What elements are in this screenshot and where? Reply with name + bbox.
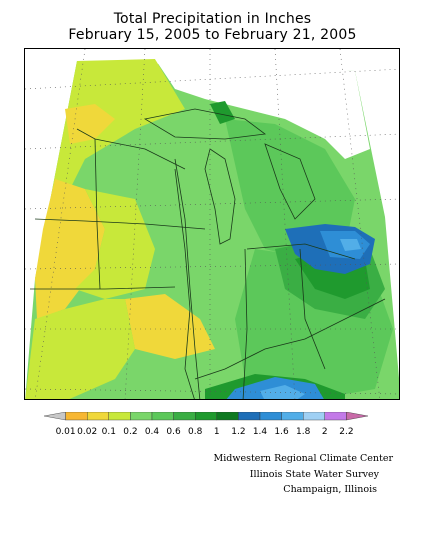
state-line-1 xyxy=(76,128,186,170)
state-line-4 xyxy=(30,286,176,290)
lake-superior xyxy=(143,108,267,140)
lake-michigan xyxy=(204,148,236,245)
legend-swatch xyxy=(194,412,217,421)
map-date-range: February 15, 2005 to February 21, 2005 xyxy=(68,27,357,43)
legend-label: 0.8 xyxy=(188,427,203,437)
zone-dark-upper xyxy=(210,101,235,124)
legend-label: 0.01 xyxy=(56,427,76,437)
legend-label: 1.2 xyxy=(231,427,245,437)
legend-label: 1 xyxy=(214,427,220,437)
legend-label: 0.4 xyxy=(145,427,160,437)
zone-northwest-dry xyxy=(65,104,115,144)
credit-mrcc: Midwestern Regional Climate Center xyxy=(213,453,393,464)
precip-field xyxy=(25,59,399,399)
legend-label: 0.02 xyxy=(77,427,97,437)
legend-swatch xyxy=(130,412,153,421)
legend-swatch xyxy=(108,412,131,421)
legend-label: 0.6 xyxy=(166,427,181,437)
precipitation-map xyxy=(24,48,400,400)
legend-swatch xyxy=(65,412,88,421)
legend-label: 1.4 xyxy=(253,427,268,437)
state-line-6 xyxy=(242,248,248,399)
legend-label: 0.1 xyxy=(102,427,116,437)
legend-label: 1.8 xyxy=(296,427,311,437)
legend-swatch xyxy=(238,412,261,421)
state-line-5 xyxy=(174,158,201,399)
legend-label: 2.2 xyxy=(339,427,353,437)
zone-southwest-light xyxy=(25,299,135,399)
legend-swatch xyxy=(87,412,110,421)
legend-label: 0.2 xyxy=(123,427,137,437)
color-legend: 0.01 0.02 0.1 0.2 0.4 0.6 0.8 1 1.2 1.4 1.6 1.8 2 2.2 xyxy=(43,412,369,437)
legend-swatch xyxy=(173,412,196,421)
state-line-3 xyxy=(94,138,101,290)
zone-no-data xyxy=(155,59,370,159)
state-line-8 xyxy=(299,248,326,370)
credit-location: Champaign, Illinois xyxy=(283,484,377,495)
zone-south-peak xyxy=(260,385,305,399)
credit-isws: Illinois State Water Survey xyxy=(249,469,379,480)
legend-swatch xyxy=(324,412,347,421)
legend-swatch xyxy=(43,412,66,421)
state-line-7 xyxy=(246,243,356,260)
zone-central-dry xyxy=(125,294,215,359)
legend-label: 2 xyxy=(322,427,328,437)
map-title: Total Precipitation in Inches xyxy=(113,11,312,27)
mississippi-river xyxy=(174,168,195,399)
zone-west-dry xyxy=(35,179,105,319)
legend-label: 1.6 xyxy=(274,427,289,437)
state-line-2 xyxy=(34,218,206,230)
zone-west-light xyxy=(75,189,155,299)
legend-swatch xyxy=(151,412,174,421)
lake-huron xyxy=(264,143,316,220)
boundaries xyxy=(30,108,386,399)
legend-swatch xyxy=(259,412,282,421)
map-canvas xyxy=(25,49,399,399)
legend-swatch xyxy=(216,412,239,421)
legend-swatch xyxy=(281,412,304,421)
zone-erie-peak xyxy=(340,239,361,251)
graticule xyxy=(25,49,399,399)
legend-swatch xyxy=(346,412,369,421)
zone-michigan xyxy=(225,119,355,259)
ohio-river xyxy=(194,298,386,380)
legend-swatch xyxy=(303,412,326,421)
